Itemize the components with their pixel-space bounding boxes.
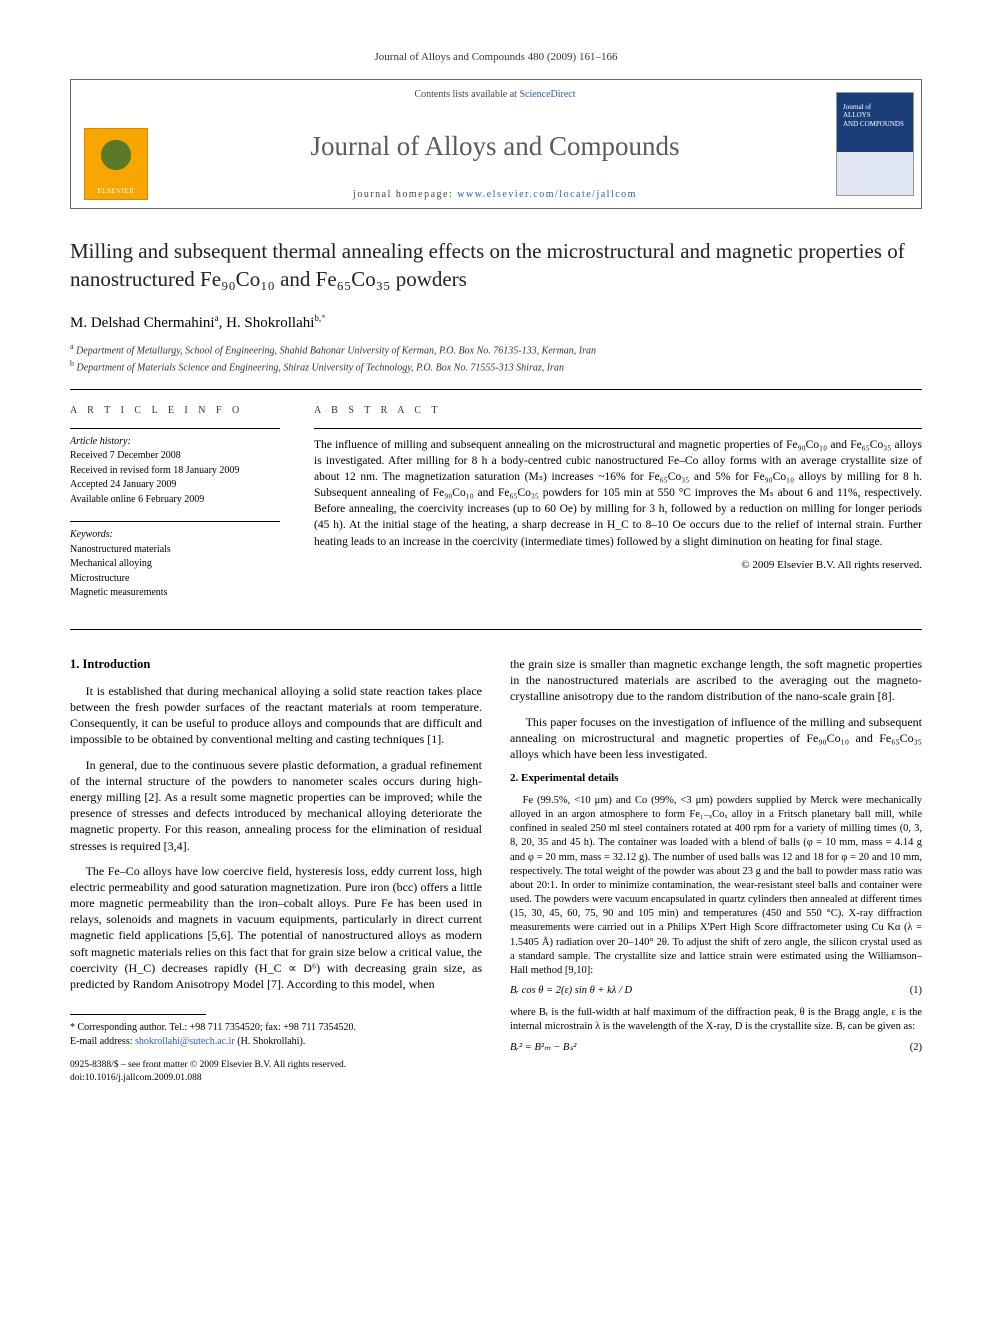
body-columns: 1. Introduction It is established that d… [70,656,922,1085]
equation-2-row: Bᵣ² = B²ₘ − Bₛ² (2) [510,1041,922,1055]
equation-1-row: Bᵣ cos θ = 2(ε) sin θ + kλ / D (1) [510,984,922,998]
intro-p5: This paper focuses on the investigation … [510,714,922,763]
corresponding-author-link[interactable]: * [321,313,326,323]
bottom-matter: 0925-8388/$ – see front matter © 2009 El… [70,1059,482,1085]
exp-p1: Fe (99.5%, <10 μm) and Co (99%, <3 μm) p… [510,794,922,978]
homepage-line: journal homepage: www.elsevier.com/locat… [171,188,819,202]
publisher-logo-cell: ELSEVIER [71,80,161,208]
masthead-box: ELSEVIER Contents lists available at Sci… [70,79,922,209]
journal-cover-thumb: Journal of ALLOYS AND COMPOUNDS [836,92,914,196]
cover-line3: AND COMPOUNDS [843,120,907,128]
keywords-label: Keywords: [70,528,280,543]
footnotes: * Corresponding author. Tel.: +98 711 73… [70,1021,482,1049]
elsevier-logo: ELSEVIER [84,128,148,200]
exp-p2: where Bᵣ is the full-width at half maxim… [510,1006,922,1034]
article-history-block: Article history: Received 7 December 200… [70,428,280,508]
section-2: 2. Experimental details Fe (99.5%, <10 μ… [510,771,922,1055]
equation-1: Bᵣ cos θ = 2(ε) sin θ + kλ / D [510,984,632,998]
keyword-1: Nanostructured materials [70,543,280,558]
history-received: Received 7 December 2008 [70,449,280,464]
homepage-link[interactable]: www.elsevier.com/locate/jallcom [457,189,637,200]
journal-name: Journal of Alloys and Compounds [171,128,819,164]
contents-line: Contents lists available at ScienceDirec… [171,88,819,102]
elsevier-tree-icon [94,135,138,185]
homepage-prefix: journal homepage: [353,189,457,200]
history-revised: Received in revised form 18 January 2009 [70,464,280,479]
doi-line: doi:10.1016/j.jallcom.2009.01.088 [70,1072,482,1085]
masthead-center: Contents lists available at ScienceDirec… [161,80,829,208]
rule-top [70,389,922,390]
sciencedirect-link[interactable]: ScienceDirect [519,89,575,100]
equation-2-number: (2) [892,1041,922,1055]
equation-2: Bᵣ² = B²ₘ − Bₛ² [510,1041,576,1055]
intro-p2: In general, due to the continuous severe… [70,757,482,854]
article-info-heading: a r t i c l e i n f o [70,404,280,418]
footnote-rule [70,1014,206,1015]
abstract-text: The influence of milling and subsequent … [314,437,922,550]
cover-line1: Journal of [843,103,907,111]
elsevier-label: ELSEVIER [97,187,134,196]
front-matter-line: 0925-8388/$ – see front matter © 2009 El… [70,1059,482,1072]
history-label: Article history: [70,435,280,450]
email-link[interactable]: shokrollahi@sutech.ac.ir [135,1036,235,1047]
history-online: Available online 6 February 2009 [70,493,280,508]
article-title: Milling and subsequent thermal annealing… [70,237,922,294]
affiliation-a: Department of Metallurgy, School of Engi… [76,345,596,356]
contents-prefix: Contents lists available at [414,89,519,100]
info-abstract-row: a r t i c l e i n f o Article history: R… [70,404,922,615]
cover-cell: Journal of ALLOYS AND COMPOUNDS [829,80,921,208]
email-label: E-mail address: [70,1036,135,1047]
author-1: M. Delshad Chermahini [70,315,215,331]
affiliation-b: Department of Materials Science and Engi… [77,362,564,373]
corresponding-author-note: * Corresponding author. Tel.: +98 711 73… [70,1021,482,1035]
intro-p1: It is established that during mechanical… [70,683,482,748]
equation-1-number: (1) [892,984,922,998]
keyword-4: Magnetic measurements [70,586,280,601]
authors-line: M. Delshad Chermahinia, H. Shokrollahib,… [70,312,922,333]
intro-p3: The Fe–Co alloys have low coercive field… [70,863,482,993]
cover-line2: ALLOYS [843,111,907,119]
article-info-column: a r t i c l e i n f o Article history: R… [70,404,280,615]
email-suffix: (H. Shokrollahi). [235,1036,306,1047]
author-2: H. Shokrollahi [226,315,314,331]
rule-bottom [70,629,922,630]
history-accepted: Accepted 24 January 2009 [70,478,280,493]
section-2-heading: 2. Experimental details [510,771,922,786]
keywords-block: Keywords: Nanostructured materials Mecha… [70,521,280,601]
running-header: Journal of Alloys and Compounds 480 (200… [70,50,922,65]
author-1-aff: a [215,313,219,323]
abstract-copyright: © 2009 Elsevier B.V. All rights reserved… [314,558,922,573]
keyword-2: Mechanical alloying [70,557,280,572]
affiliations: a Department of Metallurgy, School of En… [70,341,922,376]
intro-p4: the grain size is smaller than magnetic … [510,656,922,705]
abstract-heading: a b s t r a c t [314,404,922,418]
abstract-column: a b s t r a c t The influence of milling… [314,404,922,615]
keyword-3: Microstructure [70,572,280,587]
section-1-heading: 1. Introduction [70,656,482,673]
